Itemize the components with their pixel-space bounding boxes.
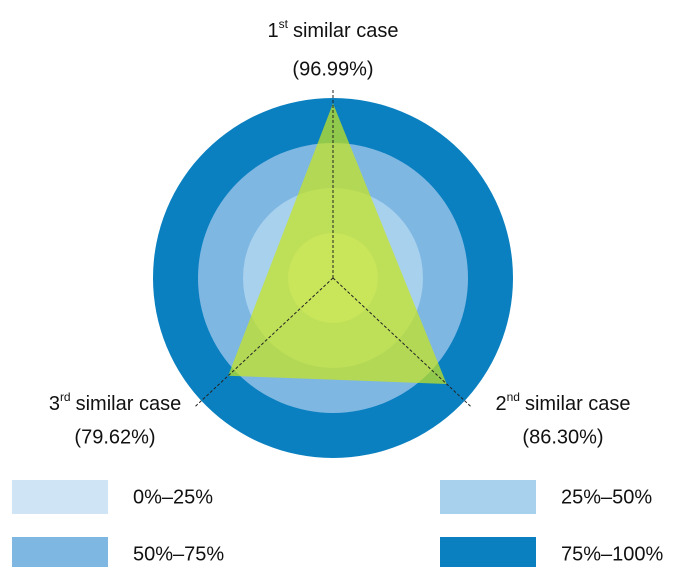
axis-label-number: 3 — [49, 393, 60, 415]
legend-label: 0%–25% — [133, 486, 213, 508]
axis-label: 2nd similar case — [495, 390, 630, 415]
axis-label: 1st similar case — [267, 17, 398, 42]
legend-swatch — [12, 537, 108, 567]
legend-label: 25%–50% — [561, 486, 652, 508]
legend-swatch — [12, 480, 108, 514]
legend-swatch — [440, 537, 536, 567]
legend-label: 75%–100% — [561, 543, 664, 565]
axis-line — [195, 277, 334, 407]
value-label: (96.99%) — [292, 58, 373, 80]
legend-label: 50%–75% — [133, 543, 224, 565]
legend-swatch — [440, 480, 536, 514]
axis-label-text: similar case — [76, 393, 182, 415]
value-label: (79.62%) — [74, 426, 155, 448]
axis-label: 3rd similar case — [49, 390, 181, 415]
axis-label-suffix: st — [279, 17, 289, 31]
axis-label-suffix: nd — [507, 390, 520, 404]
axis-label-text: similar case — [293, 20, 399, 42]
axis-label-suffix: rd — [60, 390, 71, 404]
axis-line — [332, 277, 471, 407]
radar-area — [228, 103, 447, 384]
axis-label-number: 2 — [495, 393, 506, 415]
axis-label-text: similar case — [525, 393, 631, 415]
axis-label-number: 1 — [267, 20, 278, 42]
value-label: (86.30%) — [522, 426, 603, 448]
